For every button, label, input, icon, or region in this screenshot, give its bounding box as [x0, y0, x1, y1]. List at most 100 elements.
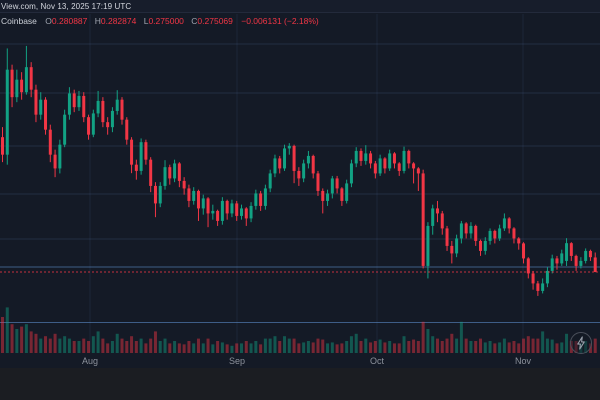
volume-bar — [67, 338, 71, 353]
candle — [125, 117, 129, 145]
volume-bar — [220, 342, 224, 353]
volume-bar — [24, 324, 28, 353]
candle — [416, 167, 420, 191]
volume-bar — [115, 333, 119, 353]
candle — [196, 189, 200, 221]
candle-body — [44, 99, 48, 130]
candle — [349, 159, 353, 188]
volume-bar — [34, 333, 38, 353]
candle — [488, 228, 492, 245]
candle — [53, 149, 57, 178]
volume-bar — [455, 338, 459, 353]
candle — [493, 229, 497, 244]
candle-body — [311, 155, 315, 174]
volume-bar — [531, 338, 535, 353]
candle — [240, 204, 243, 220]
candle — [216, 209, 220, 226]
volume-bar — [240, 343, 243, 353]
candle-body — [321, 190, 325, 201]
volume-bar — [354, 333, 358, 353]
volume-bar — [565, 333, 569, 353]
volume-bar — [254, 341, 258, 353]
candle — [24, 45, 28, 95]
candle — [321, 188, 325, 214]
candle-body — [240, 208, 243, 216]
boost-button[interactable] — [570, 332, 592, 354]
candle-body — [77, 95, 81, 108]
candle-body — [53, 154, 57, 169]
candle — [579, 257, 583, 269]
candle — [158, 182, 162, 208]
candle — [91, 109, 95, 138]
volume-bar — [201, 343, 205, 353]
candle-body — [431, 208, 435, 226]
volume-bar — [306, 341, 310, 353]
volume-bar — [230, 345, 234, 353]
candle-body — [120, 99, 124, 120]
volume-bar — [479, 338, 482, 353]
candle — [10, 64, 14, 108]
volume-bar — [48, 338, 52, 353]
volume-bar — [1, 317, 4, 353]
bottom-margin — [0, 368, 600, 400]
candle — [34, 84, 38, 123]
volume-pane — [1, 307, 597, 353]
candle-body — [34, 89, 38, 115]
volume-bar — [96, 331, 100, 353]
candle-body — [1, 137, 4, 155]
volume-bar — [555, 343, 559, 353]
candle — [536, 280, 540, 296]
candle — [574, 254, 578, 271]
candle-body — [192, 190, 196, 201]
candle — [397, 162, 401, 176]
candle-body — [87, 117, 91, 135]
candle — [469, 222, 473, 239]
volume-bar — [120, 338, 124, 353]
candle — [330, 175, 334, 199]
candle-body — [565, 243, 569, 261]
volume-bar — [149, 338, 153, 353]
candle-body — [392, 153, 396, 164]
ohlc-label: C — [191, 16, 198, 26]
candle-body — [493, 230, 497, 239]
candle-body — [163, 167, 167, 186]
candle — [220, 197, 224, 225]
change-value: −0.006131 (−2.18%) — [241, 16, 319, 26]
candle-body — [15, 79, 19, 98]
volume-bar — [168, 343, 172, 353]
ohlc-value: 0.282874 — [100, 16, 137, 26]
candle — [421, 169, 425, 269]
candle — [412, 162, 416, 184]
volume-bar — [163, 338, 167, 353]
volume-bar — [278, 341, 282, 353]
volume-bar — [211, 344, 215, 353]
volume-bar — [412, 339, 416, 353]
volume-bar — [421, 321, 425, 353]
candle — [96, 90, 100, 118]
candle-body — [67, 93, 71, 115]
candle — [48, 124, 52, 163]
volume-bar — [483, 342, 487, 353]
candle — [192, 187, 196, 205]
volume-bar — [593, 338, 597, 353]
symbol-ohlc-row: Coinbase O0.280887 H0.282874 L0.275000 C… — [1, 16, 319, 26]
volume-bar — [340, 343, 344, 353]
volume-bar — [44, 336, 48, 353]
candle — [139, 138, 143, 175]
candle-body — [474, 225, 478, 241]
candle — [345, 179, 349, 204]
candle — [163, 160, 167, 190]
volume-bar — [29, 331, 33, 353]
volume-bar — [512, 341, 516, 353]
candle-body — [416, 168, 420, 174]
candle-body — [536, 283, 540, 291]
candle — [316, 170, 320, 196]
candle-body — [407, 150, 411, 164]
candle-body — [455, 238, 459, 254]
candle-body — [292, 145, 296, 171]
candle-body — [335, 178, 339, 189]
candle — [402, 146, 406, 174]
volume-bar — [493, 343, 497, 353]
volume-bar — [326, 343, 330, 353]
candle — [187, 184, 191, 208]
